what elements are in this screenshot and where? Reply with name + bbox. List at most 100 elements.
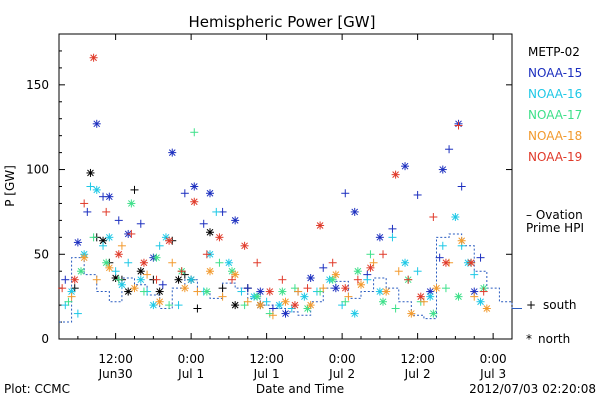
data-point xyxy=(482,304,491,313)
data-point xyxy=(369,258,378,267)
chart-title: Hemispheric Power [GW] xyxy=(189,13,376,31)
data-point xyxy=(404,275,413,284)
data-point xyxy=(445,145,454,154)
data-point xyxy=(73,238,82,247)
footer-left: Plot: CCMC xyxy=(4,382,70,396)
data-point xyxy=(64,297,73,306)
data-point xyxy=(441,284,450,293)
data-point xyxy=(73,309,82,318)
x-tick-label-date: Jul 2 xyxy=(328,367,355,381)
data-point xyxy=(193,304,202,313)
data-point xyxy=(394,267,403,276)
data-point xyxy=(70,275,79,284)
data-point xyxy=(413,190,422,199)
data-point xyxy=(401,162,410,171)
data-point xyxy=(457,236,466,245)
data-point xyxy=(67,292,76,301)
data-point xyxy=(470,292,479,301)
data-point xyxy=(413,267,422,276)
x-tick-label-date: Jul 1 xyxy=(177,367,204,381)
data-point xyxy=(139,258,148,267)
data-point xyxy=(130,284,139,293)
x-tick-label-date: Jun30 xyxy=(98,367,133,381)
data-point xyxy=(152,275,161,284)
data-point xyxy=(117,241,126,250)
data-point xyxy=(319,284,328,293)
data-point xyxy=(127,229,136,238)
legend-entry: NOAA-18 xyxy=(528,129,582,143)
y-tick-label: 150 xyxy=(26,78,49,92)
y-axis-label: P [GW] xyxy=(3,165,17,207)
data-point xyxy=(306,274,315,282)
data-point xyxy=(454,292,463,301)
data-point xyxy=(350,309,359,318)
data-point xyxy=(80,253,89,262)
data-point xyxy=(168,148,177,157)
data-point xyxy=(165,301,174,310)
data-point xyxy=(237,287,246,296)
data-point xyxy=(105,233,114,242)
data-point xyxy=(92,185,101,194)
legend-entry: NOAA-15 xyxy=(528,66,582,80)
data-point xyxy=(92,119,101,128)
data-point xyxy=(77,267,86,276)
y-tick-label: 0 xyxy=(41,332,49,346)
y-tick-label: 50 xyxy=(34,247,49,261)
data-point xyxy=(429,309,438,318)
data-point xyxy=(243,297,252,306)
data-point xyxy=(303,284,312,293)
x-tick-label-date: Jul 1 xyxy=(253,367,280,381)
data-point xyxy=(451,213,460,221)
data-point xyxy=(300,292,309,301)
x-tick-label-time: 0:00 xyxy=(480,352,507,366)
data-point xyxy=(416,292,425,301)
data-point xyxy=(441,258,450,267)
x-tick-label-time: 0:00 xyxy=(178,352,205,366)
data-point xyxy=(206,189,214,198)
data-point xyxy=(438,165,447,174)
data-point xyxy=(114,275,123,284)
data-point xyxy=(419,297,428,306)
data-point xyxy=(470,287,479,296)
data-point xyxy=(278,275,287,284)
data-point xyxy=(256,287,265,296)
data-point xyxy=(294,287,303,296)
data-point xyxy=(350,207,359,216)
data-point xyxy=(243,284,252,293)
data-point xyxy=(438,241,447,250)
data-point xyxy=(253,258,262,267)
data-point xyxy=(341,284,350,293)
data-point xyxy=(105,192,114,201)
data-point xyxy=(432,284,441,293)
legend-entry: NOAA-17 xyxy=(528,108,582,122)
data-point xyxy=(124,258,133,267)
data-point xyxy=(228,275,237,284)
data-point xyxy=(268,304,277,313)
ovation-label-line1: – Ovation xyxy=(526,208,583,222)
data-point xyxy=(86,168,95,177)
data-point xyxy=(401,258,410,267)
data-point xyxy=(136,219,145,228)
data-point xyxy=(206,267,214,276)
data-point xyxy=(83,207,92,216)
data-point xyxy=(130,185,139,194)
y-tick-label: 100 xyxy=(26,163,49,177)
data-point xyxy=(391,304,400,313)
data-point xyxy=(61,275,70,284)
footer-right: 2012/07/03 02:20:08 xyxy=(469,382,596,396)
data-point xyxy=(328,258,337,267)
legend-entry: NOAA-16 xyxy=(528,87,582,101)
data-point xyxy=(155,297,164,306)
data-point xyxy=(149,301,158,310)
data-point xyxy=(155,287,164,296)
data-point xyxy=(290,301,299,310)
data-point xyxy=(344,292,353,301)
data-point xyxy=(382,287,391,296)
data-point xyxy=(136,267,145,276)
ovation-label-line2: Prime HPI xyxy=(526,221,584,235)
data-point xyxy=(102,207,111,216)
data-point xyxy=(89,233,98,242)
data-point xyxy=(328,275,337,284)
data-point xyxy=(363,275,372,284)
